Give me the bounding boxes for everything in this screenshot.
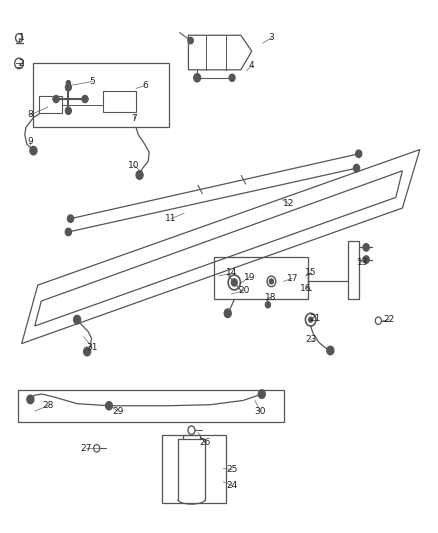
Circle shape (65, 107, 71, 115)
Text: 23: 23 (305, 335, 316, 344)
Circle shape (53, 95, 59, 103)
Circle shape (258, 390, 265, 398)
Circle shape (106, 401, 113, 410)
Circle shape (356, 150, 362, 158)
Circle shape (363, 244, 369, 251)
Text: 3: 3 (268, 34, 274, 43)
Text: 31: 31 (87, 343, 98, 352)
Circle shape (30, 147, 37, 155)
Bar (39, 96, 62, 114)
Circle shape (188, 37, 193, 44)
Circle shape (353, 165, 360, 172)
Circle shape (136, 171, 143, 179)
Circle shape (66, 80, 71, 86)
Circle shape (65, 228, 71, 236)
Circle shape (65, 84, 71, 91)
Bar (214, 257, 307, 300)
Text: 30: 30 (255, 407, 266, 416)
Circle shape (82, 95, 88, 103)
Text: 18: 18 (265, 293, 276, 302)
Text: 29: 29 (112, 407, 124, 416)
Circle shape (194, 74, 201, 82)
Text: 7: 7 (131, 114, 137, 123)
Circle shape (363, 256, 369, 263)
Bar (103, 91, 136, 112)
Circle shape (269, 279, 274, 284)
Bar (162, 435, 226, 503)
Text: 27: 27 (80, 444, 92, 453)
Text: 2: 2 (19, 59, 25, 68)
Text: 6: 6 (142, 81, 148, 90)
Text: 25: 25 (226, 465, 238, 474)
Text: 13: 13 (357, 258, 369, 266)
Circle shape (27, 395, 34, 403)
Circle shape (67, 215, 74, 222)
Text: 5: 5 (89, 77, 95, 86)
Text: 22: 22 (384, 315, 395, 324)
Circle shape (231, 279, 237, 286)
Text: 12: 12 (283, 199, 294, 208)
Text: 24: 24 (226, 481, 238, 490)
Text: 26: 26 (199, 439, 211, 448)
Text: 8: 8 (28, 110, 33, 119)
Bar (18, 390, 285, 422)
Text: 20: 20 (239, 286, 250, 295)
Text: 15: 15 (305, 269, 316, 277)
Circle shape (74, 316, 81, 324)
Text: 28: 28 (42, 401, 53, 410)
Circle shape (229, 74, 235, 82)
Text: 1: 1 (19, 34, 25, 43)
Circle shape (327, 346, 334, 355)
Circle shape (84, 348, 91, 356)
Text: 14: 14 (226, 269, 238, 277)
Circle shape (265, 302, 271, 308)
Text: 4: 4 (249, 61, 254, 70)
Text: 16: 16 (300, 284, 311, 293)
Text: 19: 19 (244, 273, 255, 281)
Circle shape (308, 317, 313, 322)
Text: 21: 21 (309, 314, 321, 323)
Text: 17: 17 (286, 273, 298, 282)
Circle shape (224, 309, 231, 318)
Text: 10: 10 (128, 161, 140, 170)
Bar (33, 63, 169, 127)
Text: 11: 11 (165, 214, 177, 223)
Text: 9: 9 (28, 137, 33, 146)
